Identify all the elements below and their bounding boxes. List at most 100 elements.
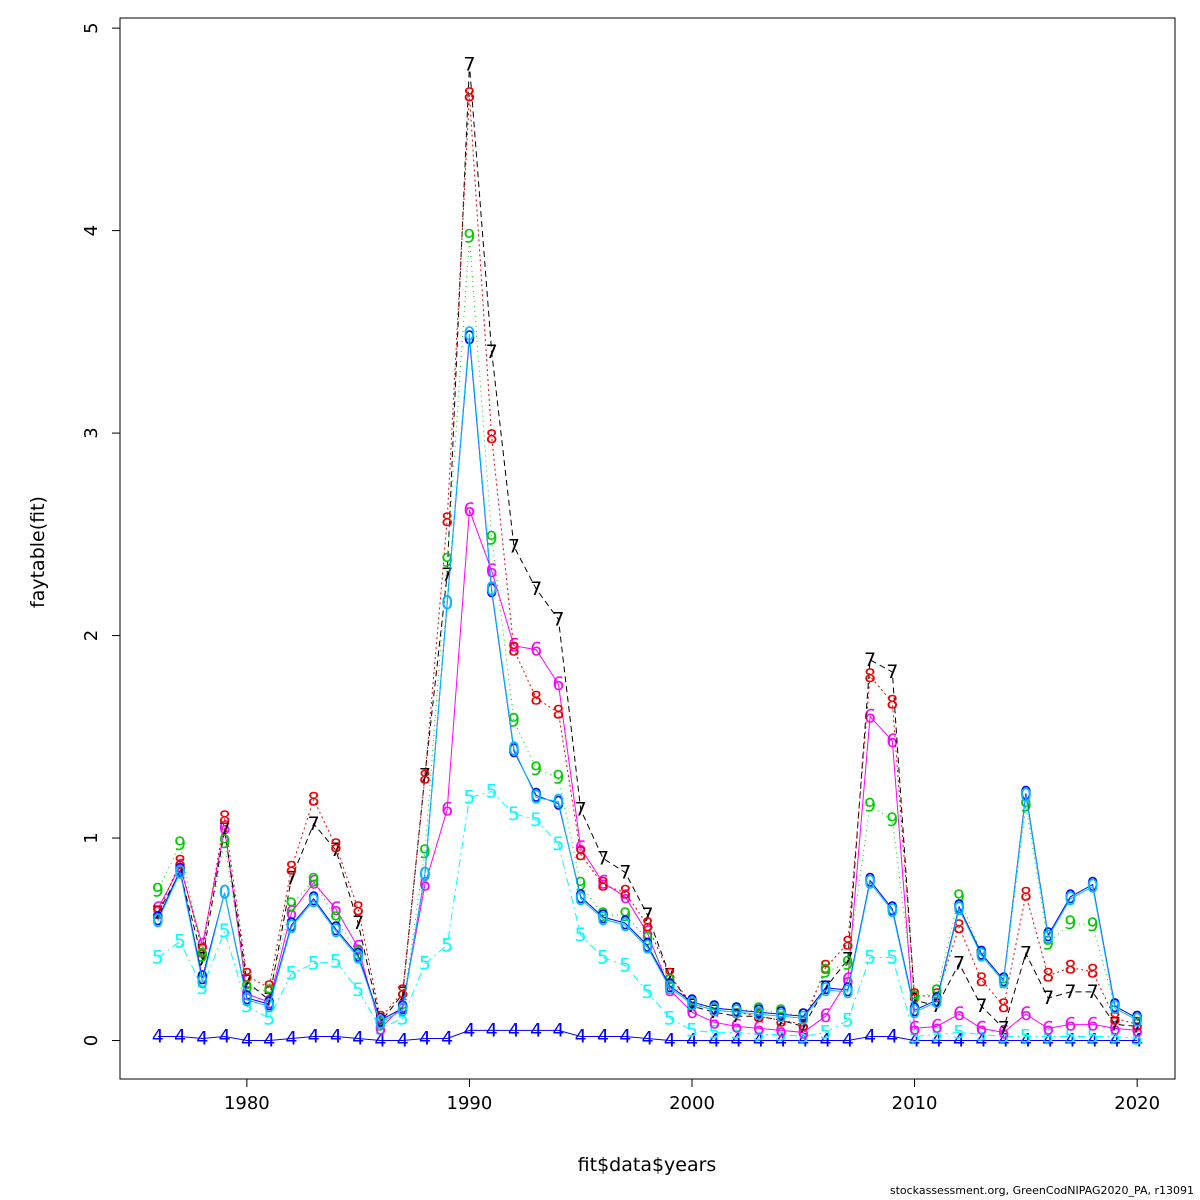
- data-point: 9: [530, 758, 542, 780]
- data-point: 7: [975, 995, 987, 1017]
- series-line: [157, 1029, 1138, 1042]
- data-point: 5: [263, 1007, 275, 1029]
- series-line: [157, 64, 1138, 1030]
- data-point: 0: [174, 861, 186, 883]
- x-axis: 1980 1990 2000 2010 2020: [224, 1078, 1160, 1114]
- data-point: 5: [308, 953, 320, 975]
- data-point: 5: [842, 1009, 854, 1031]
- data-point: 5: [686, 1019, 698, 1041]
- data-point: 7: [1042, 987, 1054, 1009]
- data-point: 0: [886, 900, 898, 922]
- data-point: 4: [419, 1028, 431, 1050]
- data-point: 8: [285, 857, 297, 879]
- data-point: 8: [174, 851, 186, 873]
- data-point: 0: [552, 791, 564, 813]
- data-point: 0: [686, 993, 698, 1015]
- data-point: 5: [909, 1025, 921, 1047]
- data-point: 8: [1042, 965, 1054, 987]
- data-point: 9: [909, 987, 921, 1009]
- data-point: 0: [1020, 783, 1032, 805]
- data-point: 8: [463, 84, 475, 106]
- data-point: 0: [998, 971, 1010, 993]
- data-point: 4: [441, 1028, 453, 1050]
- data-point: 7: [308, 813, 320, 835]
- data-point: 8: [864, 665, 876, 687]
- data-point: 0: [486, 578, 498, 600]
- x-axis-title: fit$data$years: [578, 1154, 717, 1176]
- data-point: 9: [619, 904, 631, 926]
- data-point: 4: [753, 1030, 765, 1052]
- data-point: 7: [285, 868, 297, 890]
- data-point: 4: [174, 1025, 186, 1047]
- data-point: 4: [330, 1025, 342, 1047]
- data-point: 0: [820, 979, 832, 1001]
- data-point: 5: [864, 947, 876, 969]
- data-point: 4: [1064, 1030, 1076, 1052]
- data-point: 5: [953, 1021, 965, 1043]
- data-point: 5: [931, 1023, 943, 1045]
- data-point: 5: [775, 1023, 787, 1045]
- data-point: 0: [352, 947, 364, 969]
- data-point: 4: [820, 1030, 832, 1052]
- data-point: 4: [797, 1030, 809, 1052]
- data-point: 6: [508, 635, 520, 657]
- x-tick-label: 1990: [447, 1093, 493, 1114]
- data-point: 5: [219, 920, 231, 942]
- data-point: 4: [263, 1030, 275, 1052]
- data-point: 8: [308, 789, 320, 811]
- data-point: 0: [1131, 1007, 1143, 1029]
- data-point: 4: [886, 1025, 898, 1047]
- data-point: 0: [285, 916, 297, 938]
- data-point: 0: [641, 936, 653, 958]
- data-point: 6: [441, 799, 453, 821]
- data-point: 9: [308, 870, 320, 892]
- data-point: 6: [975, 1017, 987, 1039]
- data-point: 7: [1064, 981, 1076, 1003]
- y-tick-label: 3: [81, 427, 102, 438]
- data-point: 6: [619, 886, 631, 908]
- data-point: 9: [152, 880, 164, 902]
- data-point: 4: [641, 1028, 653, 1050]
- data-point: 4: [552, 1019, 564, 1041]
- data-point: 5: [575, 924, 587, 946]
- data-point: 6: [463, 499, 475, 521]
- data-point: 5: [1042, 1025, 1054, 1047]
- data-point: 8: [619, 882, 631, 904]
- data-point: 0: [619, 914, 631, 936]
- data-point: 0: [308, 890, 320, 912]
- data-point: 9: [820, 961, 832, 983]
- data-point: 0: [196, 971, 208, 993]
- data-point: 7: [219, 819, 231, 841]
- data-point: 5: [820, 1021, 832, 1043]
- data-point: 4: [285, 1028, 297, 1050]
- data-point: 7: [352, 912, 364, 934]
- data-point: 4: [619, 1025, 631, 1047]
- data-point: 0: [241, 989, 253, 1011]
- data-point: 9: [664, 971, 676, 993]
- data-point: 4: [597, 1025, 609, 1047]
- data-point: 9: [419, 841, 431, 863]
- data-point: 0: [219, 882, 231, 904]
- data-point: 6: [308, 872, 320, 894]
- data-point: 8: [196, 940, 208, 962]
- data-point: 6: [352, 936, 364, 958]
- data-point: 0: [909, 1001, 921, 1023]
- data-point: 6: [864, 706, 876, 728]
- data-point: 9: [597, 904, 609, 926]
- data-point: 5: [463, 787, 475, 809]
- data-point: 5: [152, 947, 164, 969]
- data-point: 0: [753, 1003, 765, 1025]
- data-point: 0: [530, 787, 542, 809]
- data-point: 8: [552, 702, 564, 724]
- data-point: 5: [641, 981, 653, 1003]
- data-point: 6: [1020, 1003, 1032, 1025]
- data-point: 0: [1109, 997, 1121, 1019]
- data-point: 9: [842, 953, 854, 975]
- data-point: 6: [174, 855, 186, 877]
- data-point: 0: [953, 896, 965, 918]
- data-point: 9: [1087, 914, 1099, 936]
- data-point: 7: [552, 608, 564, 630]
